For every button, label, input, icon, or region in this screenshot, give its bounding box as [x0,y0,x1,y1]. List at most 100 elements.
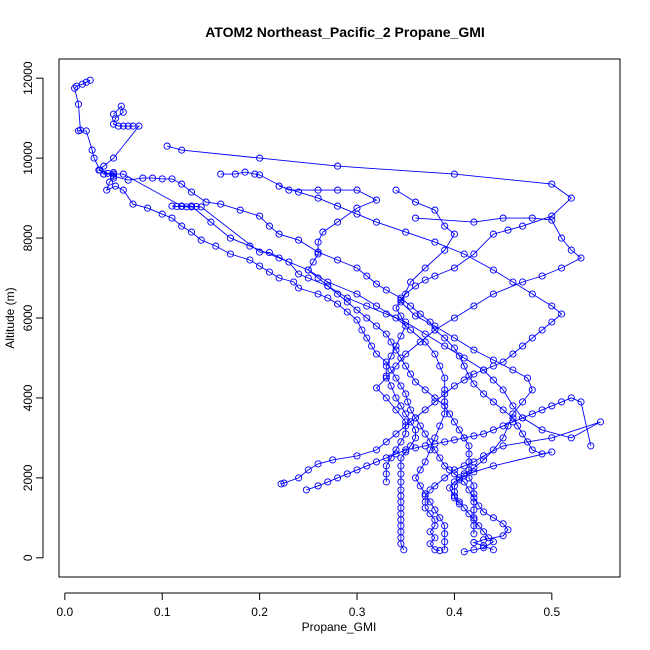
data-point [465,458,473,466]
data-point [411,434,420,442]
data-point [363,462,371,470]
data-point [387,366,395,374]
data-point [426,486,434,494]
data-point [402,322,410,330]
data-point [470,530,478,538]
data-point [407,302,415,310]
data-point [392,362,400,370]
data-point [431,522,439,530]
data-point [353,306,361,314]
data-point [402,422,410,430]
data-point [387,352,395,360]
data-point [295,236,303,244]
data-point [382,394,390,402]
series-group [392,186,536,508]
data-point [178,146,186,154]
data-point [372,218,381,226]
data-point [90,154,98,162]
data-point [460,354,468,362]
data-point [431,238,439,246]
data-point [397,540,405,548]
data-point [528,214,536,222]
data-point [450,344,458,352]
data-point [400,546,408,554]
data-point [499,214,507,222]
data-point [470,218,478,226]
data-point [392,430,400,438]
data-point [431,534,439,542]
data-point [382,374,390,382]
data-point [402,290,410,298]
data-point [114,122,122,130]
data-point [455,352,463,360]
plot-frame [58,58,621,578]
data-point [504,526,512,534]
data-point [295,474,303,482]
data-point [450,418,458,426]
chart-title: ATOM2 Northeast_Pacific_2 Propane_GMI [205,24,485,40]
series-line [98,105,552,553]
data-point [334,202,342,210]
data-point [397,454,405,462]
data-point [402,410,410,418]
data-point [421,264,429,272]
data-point [314,186,322,194]
data-point [95,166,103,174]
data-point [519,342,527,350]
data-point [402,350,410,358]
data-point [314,238,322,246]
data-point [334,256,342,264]
data-point [548,216,556,224]
data-point [421,338,429,346]
data-point [304,266,312,274]
data-point [460,504,468,512]
data-point [548,434,556,442]
data-point [402,430,410,438]
data-point [548,402,556,410]
data-point [353,316,361,324]
data-point [256,248,264,256]
data-point [411,214,420,222]
data-point [519,430,527,438]
data-point [436,362,444,370]
data-point [109,120,118,128]
data-point [528,410,536,418]
data-point [314,250,322,258]
data-point [71,84,79,92]
data-point [465,372,473,380]
data-point [480,390,488,398]
data-point [324,294,332,302]
data-point [353,264,361,272]
data-point [319,228,327,236]
series-group [372,214,585,486]
data-point [246,256,254,264]
data-point [450,436,458,444]
data-point [426,540,434,548]
data-point [411,282,420,290]
data-point [431,206,439,214]
data-point [460,472,468,480]
data-point [109,110,118,118]
data-point [207,218,215,226]
data-point [577,254,585,262]
x-tick-label: 0.3 [349,605,366,619]
data-point [256,212,264,220]
data-point [470,514,478,522]
data-point [470,490,478,498]
data-point [407,278,415,286]
data-point [402,448,410,456]
data-point [489,362,497,370]
y-tick-label: 0 [21,554,35,561]
data-point [382,438,390,446]
data-point [450,170,458,178]
data-point [475,502,483,510]
data-point [304,466,312,474]
series-line [171,205,601,552]
data-point [202,198,210,206]
data-point [144,204,152,212]
data-point [402,228,410,236]
data-point [197,236,205,244]
data-point [353,210,361,218]
data-point [441,530,449,538]
